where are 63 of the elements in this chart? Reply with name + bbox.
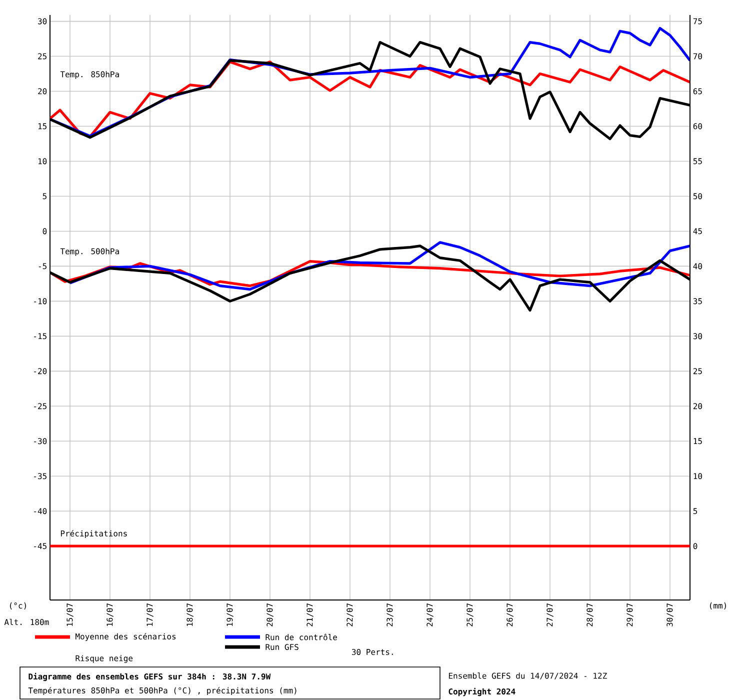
- y2-tick-label: 70: [693, 53, 702, 60]
- x-tick-label: 29/07: [626, 603, 634, 626]
- y-tick-label: 20: [38, 88, 47, 94]
- x-tick-label: 22/07: [346, 603, 354, 626]
- x-tick-label: 16/07: [106, 603, 114, 626]
- x-tick-label: 23/07: [386, 603, 394, 626]
- text: Alt. 180m: [4, 618, 49, 626]
- text: (°c): [10, 602, 26, 610]
- text: Températures 850hPa et 500hPa (°C) , précipitations (mm): [28, 686, 296, 696]
- x-tick-label: 18/07: [186, 603, 194, 626]
- y2-tick-label: 75: [693, 18, 702, 24]
- y-tick-label: -45: [34, 543, 46, 550]
- legend-label: Run GFS: [266, 644, 298, 650]
- x-tick-label: 20/07: [266, 603, 274, 626]
- text: Diagramme des ensembles GEFS sur 384h : 38.3N 7.9W: [28, 672, 271, 682]
- text: Copyright 2024: [448, 688, 516, 696]
- text: Ensemble GEFS du 14/07/2024 - 12Z: [448, 672, 607, 680]
- y2-tick-label: 20: [693, 403, 702, 410]
- y-tick-label: -30: [34, 438, 47, 444]
- y-tick-label: -10: [34, 298, 47, 304]
- y-tick-label: 30: [38, 18, 47, 24]
- y-tick-label: 10: [38, 158, 47, 164]
- annotation: Temp. 850hPa: [60, 71, 119, 79]
- y-tick-label: 25: [38, 53, 46, 60]
- y2-tick-label: 10: [694, 473, 702, 480]
- y-tick-label: 15: [38, 123, 46, 130]
- x-tick-label: 28/07: [586, 603, 594, 626]
- x-tick-label: 24/07: [426, 603, 434, 626]
- y2-tick-label: 5: [693, 508, 698, 514]
- y2-tick-label: 55: [693, 158, 702, 164]
- y2-tick-label: 30: [693, 333, 702, 340]
- legend-label: Moyenne des scénarios: [76, 632, 176, 642]
- y2-tick-label: 65: [693, 88, 702, 94]
- text: (mm): [710, 602, 726, 610]
- y2-tick-label: 35: [693, 298, 702, 304]
- x-tick-label: 15/07: [66, 603, 74, 626]
- x-tick-label: 27/07: [546, 603, 554, 626]
- y-tick-label: 5: [42, 193, 46, 200]
- annotation: Temp. 500hPa: [60, 248, 119, 256]
- x-tick-label: 30/07: [666, 603, 674, 626]
- text: Risque neige: [76, 655, 133, 663]
- y-tick-label: -15: [34, 333, 46, 340]
- y2-tick-label: 50: [693, 193, 702, 200]
- y-tick-label: -25: [34, 403, 46, 410]
- x-tick-label: 21/07: [306, 603, 314, 626]
- y2-tick-label: 25: [693, 368, 702, 374]
- y-tick-label: -40: [34, 508, 47, 514]
- y2-tick-label: 15: [694, 438, 702, 444]
- y2-tick-label: 45: [693, 228, 702, 234]
- y-tick-label: 0: [42, 228, 47, 234]
- y-tick-label: -20: [34, 368, 47, 374]
- text: 30 Perts.: [352, 648, 393, 656]
- legend-label: Run de contrôle: [266, 634, 337, 640]
- y2-tick-label: 60: [693, 123, 702, 130]
- y-tick-label: -5: [38, 263, 46, 270]
- x-tick-label: 19/07: [226, 603, 234, 626]
- y2-tick-label: 40: [693, 263, 702, 270]
- x-tick-label: 26/07: [506, 603, 514, 626]
- annotation: Précipitations: [60, 530, 127, 538]
- y-tick-label: -35: [34, 473, 46, 480]
- x-tick-label: 17/07: [146, 603, 154, 626]
- x-tick-label: 25/07: [466, 603, 474, 626]
- y2-tick-label: 0: [693, 543, 698, 550]
